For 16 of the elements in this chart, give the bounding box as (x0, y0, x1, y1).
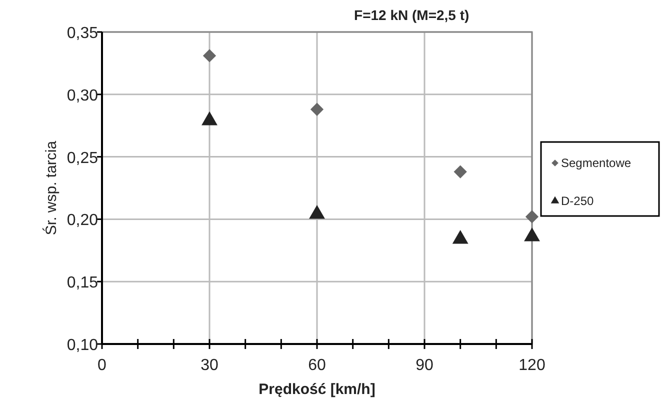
y-axis-title: Śr. wsp. tarcia (42, 140, 60, 236)
chart-title: F=12 kN (M=2,5 t) (354, 7, 470, 23)
y-tick-label: 0,25 (66, 150, 98, 167)
x-tick-label: 30 (200, 357, 218, 374)
x-tick-label: 60 (308, 357, 326, 374)
legend-label: D-250 (561, 194, 594, 208)
y-tick-label: 0,10 (66, 337, 98, 354)
x-tick-label: 0 (98, 357, 107, 374)
y-tick-label: 0,35 (66, 25, 98, 42)
legend-label: Segmentowe (561, 156, 632, 170)
x-tick-label: 120 (518, 357, 546, 374)
x-axis-title: Prędkość [km/h] (258, 381, 376, 398)
x-tick-label: 90 (416, 357, 434, 374)
y-tick-label: 0,30 (66, 87, 98, 104)
y-tick-label: 0,20 (66, 212, 98, 230)
y-tick-label: 0,15 (66, 274, 98, 292)
